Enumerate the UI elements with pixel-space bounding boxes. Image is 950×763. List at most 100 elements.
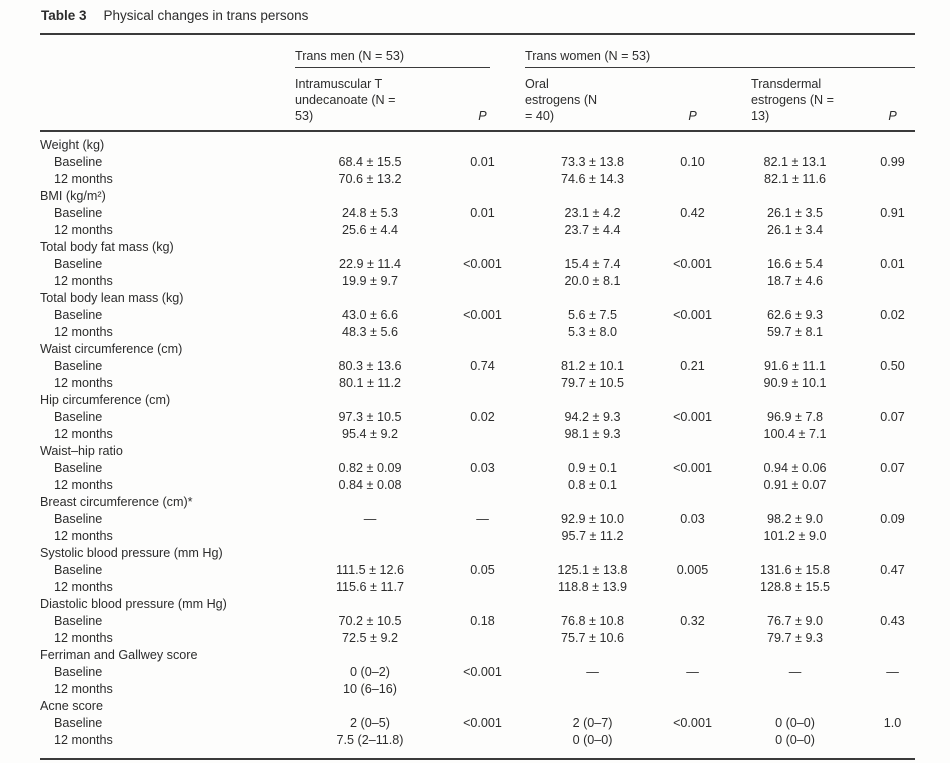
value-cell: 95.4 ± 9.2 (342, 427, 398, 441)
p-value-cell (665, 579, 720, 596)
p-value-cell (665, 171, 720, 188)
value-cell: — (363, 512, 377, 526)
value-cell (720, 681, 870, 698)
p-value-cell: 0.91 (880, 206, 905, 220)
p-value-cell (445, 579, 520, 596)
p-value-cell: — (476, 512, 489, 526)
section-label: Waist–hip ratio (40, 444, 123, 458)
p-value-cell (665, 222, 720, 239)
row-label: 12 months (54, 631, 113, 645)
section-label: Total body lean mass (kg) (40, 291, 184, 305)
table-number: Table 3 (41, 8, 87, 23)
p-value-cell (445, 732, 520, 759)
p-value-cell: 0.07 (880, 410, 905, 424)
data-row: 12 months 72.5 ± 9.2 75.7 ± 10.6 79.7 ± 9.3 (40, 630, 915, 647)
p-value-cell (445, 222, 520, 239)
table-title: Table 3 Physical changes in trans person… (41, 7, 950, 24)
section-label: Weight (kg) (40, 138, 105, 152)
value-cell: 81.2 ± 10.1 (561, 359, 624, 373)
value-cell (295, 528, 445, 545)
value-cell: 26.1 ± 3.4 (767, 223, 823, 237)
value-cell: 125.1 ± 13.8 (557, 563, 628, 577)
p-value-cell (445, 630, 520, 647)
value-cell: 76.7 ± 9.0 (767, 614, 823, 628)
p-value-cell (870, 681, 915, 698)
p-value-cell (870, 630, 915, 647)
p-value-cell: 0.005 (676, 563, 709, 577)
p-value-cell: 0.32 (680, 614, 705, 628)
value-cell: 7.5 (2–11.8) (336, 733, 404, 747)
row-label: 12 months (54, 172, 113, 186)
section-row: Total body lean mass (kg) (40, 290, 915, 307)
value-cell: 0.8 ± 0.1 (568, 478, 617, 492)
value-cell: 62.6 ± 9.3 (767, 308, 823, 322)
p-value-cell (870, 579, 915, 596)
value-cell: 43.0 ± 6.6 (342, 308, 398, 322)
value-cell: 98.2 ± 9.0 (767, 512, 823, 526)
p-value-cell (665, 732, 720, 759)
empty-header-cell (40, 68, 295, 132)
p-value-cell: 0.05 (470, 563, 495, 577)
physical-changes-table: Trans men (N = 53) Trans women (N = 53) … (40, 33, 916, 760)
value-cell: 80.3 ± 13.6 (338, 359, 402, 373)
p-value-cell: 0.10 (680, 155, 705, 169)
data-row: Baseline 22.9 ± 11.4 <0.001 15.4 ± 7.4 <0.00… (40, 256, 915, 273)
p-value-cell: <0.001 (463, 716, 502, 730)
row-label: 12 months (54, 733, 113, 747)
section-label: BMI (kg/m²) (40, 189, 106, 203)
value-cell: — (788, 665, 802, 679)
p-value-cell (445, 681, 520, 698)
section-row: Systolic blood pressure (mm Hg) (40, 545, 915, 562)
value-cell: 0 (0–2) (350, 665, 390, 679)
row-label: 12 months (54, 529, 113, 543)
value-cell: 2 (0–5) (350, 716, 390, 730)
value-cell: 23.7 ± 4.4 (564, 223, 621, 237)
value-cell: 25.6 ± 4.4 (342, 223, 398, 237)
section-label: Systolic blood pressure (mm Hg) (40, 546, 223, 560)
p-value-cell: 0.18 (470, 614, 495, 628)
row-label: Baseline (54, 461, 103, 475)
value-cell: 95.7 ± 11.2 (561, 529, 624, 543)
section-label: Diastolic blood pressure (mm Hg) (40, 597, 227, 611)
data-row: 12 months 48.3 ± 5.6 5.3 ± 8.0 59.7 ± 8.1 (40, 324, 915, 341)
col-header-p-transdermal: P (888, 109, 897, 123)
col-header-p-oral: P (688, 109, 697, 123)
value-cell: — (586, 665, 599, 679)
value-cell: 115.6 ± 11.7 (335, 580, 405, 594)
section-row: Weight (kg) (40, 131, 915, 154)
p-value-cell (870, 732, 915, 759)
section-row: Total body fat mass (kg) (40, 239, 915, 256)
table-header: Trans men (N = 53) Trans women (N = 53) … (40, 34, 916, 132)
p-value-cell: — (886, 665, 899, 679)
p-value-cell (445, 171, 520, 188)
row-label: Baseline (54, 155, 103, 169)
p-value-cell: <0.001 (463, 665, 502, 679)
data-row: 12 months 0.84 ± 0.08 0.8 ± 0.1 0.91 ± 0.07 (40, 477, 915, 494)
value-cell: 18.7 ± 4.6 (767, 274, 823, 288)
value-cell: 82.1 ± 11.6 (764, 172, 827, 186)
p-value-cell: — (686, 665, 699, 679)
value-cell: 94.2 ± 9.3 (564, 410, 621, 424)
p-value-cell (665, 426, 720, 443)
data-row: 12 months 25.6 ± 4.4 23.7 ± 4.4 26.1 ± 3.4 (40, 222, 915, 239)
value-cell: 118.8 ± 13.9 (558, 580, 628, 594)
row-label: Baseline (54, 665, 103, 679)
group-header-trans-men: Trans men (N = 53) (295, 48, 491, 68)
p-value-cell (445, 528, 520, 545)
p-value-cell: 0.02 (880, 308, 905, 322)
value-cell: 74.6 ± 14.3 (561, 172, 624, 186)
data-row: Baseline 24.8 ± 5.3 0.01 23.1 ± 4.2 0.42 26.1… (40, 205, 915, 222)
value-cell: 100.4 ± 7.1 (763, 427, 827, 441)
value-cell: 0.94 ± 0.06 (763, 461, 827, 475)
section-row: Waist circumference (cm) (40, 341, 915, 358)
value-cell: 0.82 ± 0.09 (338, 461, 402, 475)
value-cell: 16.6 ± 5.4 (767, 257, 823, 271)
data-row: 12 months 80.1 ± 11.2 79.7 ± 10.5 90.9 ± 10… (40, 375, 915, 392)
table-caption: Physical changes in trans persons (103, 8, 309, 23)
section-row: Acne score (40, 698, 915, 715)
value-cell: 48.3 ± 5.6 (342, 325, 398, 339)
value-cell: 96.9 ± 7.8 (767, 410, 823, 424)
value-cell: 98.1 ± 9.3 (564, 427, 621, 441)
data-row: 12 months 19.9 ± 9.7 20.0 ± 8.1 18.7 ± 4.6 (40, 273, 915, 290)
